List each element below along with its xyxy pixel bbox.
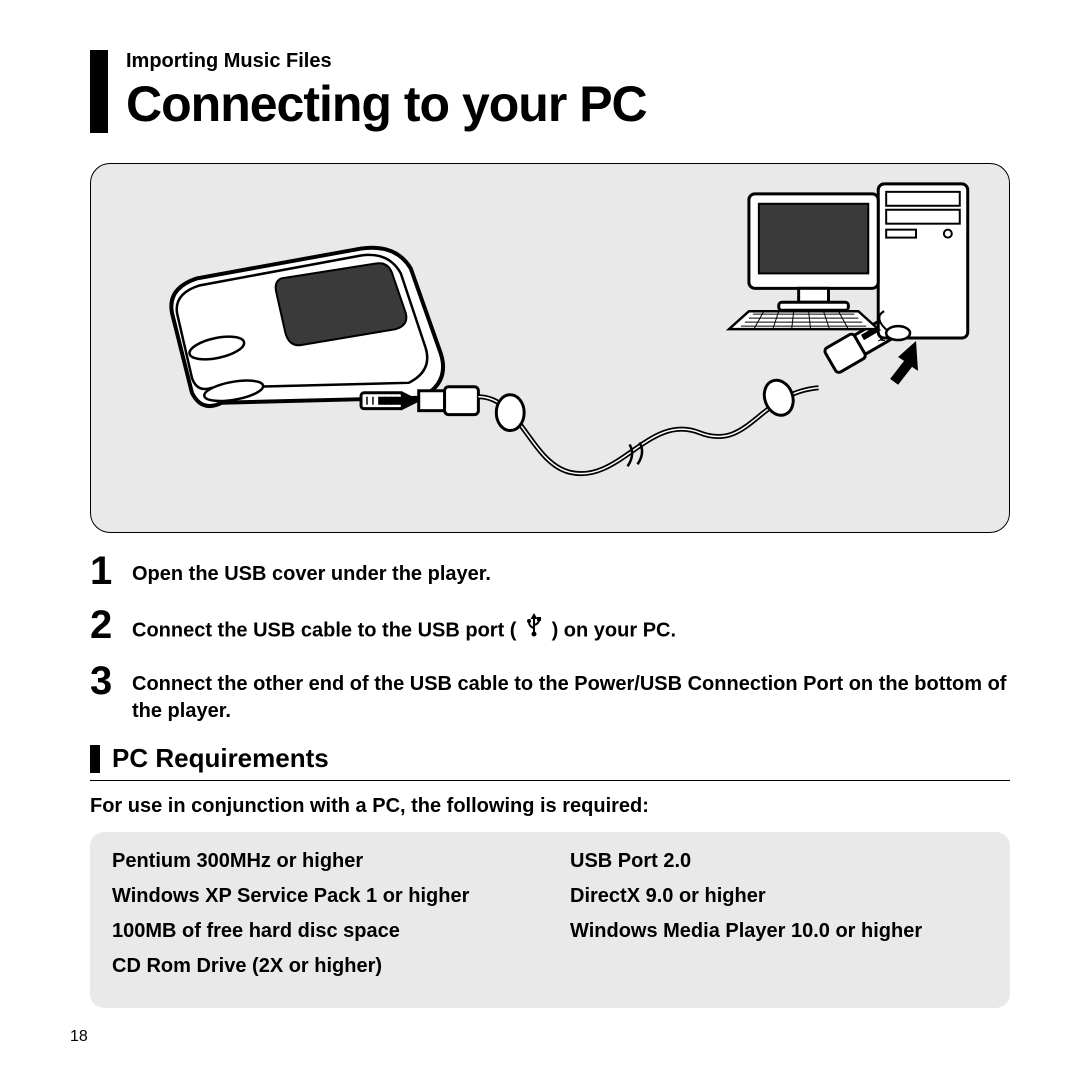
subheading: PC Requirements [112, 743, 329, 774]
requirements-right-column: USB Port 2.0 DirectX 9.0 or higher Windo… [570, 850, 988, 990]
steps-list: 1 Open the USB cover under the player. 2… [90, 551, 1010, 725]
step-2: 2 Connect the USB cable to the USB port … [90, 605, 1010, 647]
requirement-item: USB Port 2.0 [570, 850, 988, 873]
requirement-item: Windows XP Service Pack 1 or higher [112, 885, 530, 908]
requirement-item: CD Rom Drive (2X or higher) [112, 955, 530, 978]
requirements-left-column: Pentium 300MHz or higher Windows XP Serv… [112, 850, 530, 990]
subheading-bar-icon [90, 745, 100, 773]
manual-page: Importing Music Files Connecting to your… [0, 0, 1080, 1080]
step-number: 1 [90, 551, 118, 591]
requirement-item: DirectX 9.0 or higher [570, 885, 988, 908]
step-1: 1 Open the USB cover under the player. [90, 551, 1010, 591]
step-text: Connect the USB cable to the USB port ( … [132, 605, 676, 647]
breadcrumb: Importing Music Files [126, 50, 1010, 73]
requirement-item: Windows Media Player 10.0 or higher [570, 920, 988, 943]
step-number: 2 [90, 605, 118, 645]
step-text-before: Connect the USB cable to the USB port ( [132, 619, 516, 641]
title-block: Importing Music Files Connecting to your… [90, 50, 1010, 133]
step-text-after: ) on your PC. [552, 619, 676, 641]
step-number: 3 [90, 661, 118, 701]
usb-icon [524, 613, 544, 645]
requirements-description: For use in conjunction with a PC, the fo… [90, 795, 1010, 818]
connection-diagram-svg [91, 164, 1009, 532]
requirements-box: Pentium 300MHz or higher Windows XP Serv… [90, 832, 1010, 1008]
step-3: 3 Connect the other end of the USB cable… [90, 661, 1010, 725]
requirement-item: 100MB of free hard disc space [112, 920, 530, 943]
page-title: Connecting to your PC [126, 75, 1010, 133]
step-text: Connect the other end of the USB cable t… [132, 661, 1010, 725]
subheading-row: PC Requirements [90, 743, 1010, 781]
connection-illustration [90, 163, 1010, 533]
step-text: Open the USB cover under the player. [132, 551, 491, 588]
page-number: 18 [70, 1028, 88, 1046]
requirement-item: Pentium 300MHz or higher [112, 850, 530, 873]
